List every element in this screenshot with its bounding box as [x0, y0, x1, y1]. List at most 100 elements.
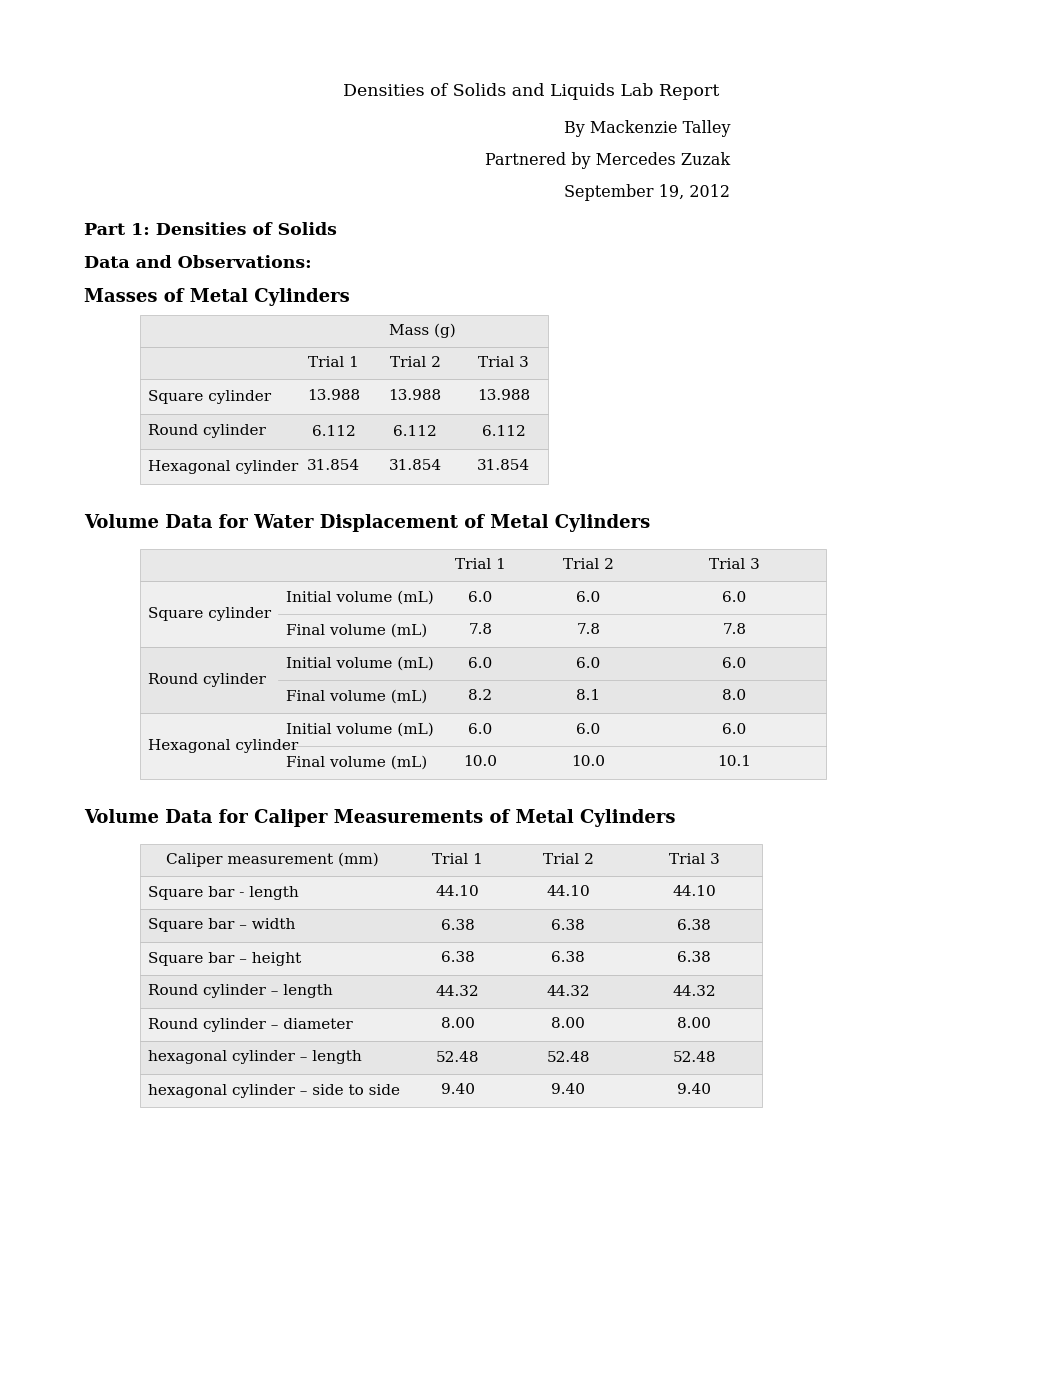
Text: 9.40: 9.40: [441, 1084, 475, 1097]
Text: Trial 1: Trial 1: [455, 558, 506, 571]
Text: 6.0: 6.0: [577, 591, 601, 605]
Text: Initial volume (mL): Initial volume (mL): [286, 723, 433, 737]
Bar: [140, 581, 826, 647]
Text: Partnered by Mercedes Zuzak: Partnered by Mercedes Zuzak: [485, 151, 730, 169]
Text: By Mackenzie Talley: By Mackenzie Talley: [564, 120, 730, 136]
Text: 6.38: 6.38: [551, 952, 585, 965]
Text: 10.0: 10.0: [463, 756, 497, 770]
Text: Mass (g): Mass (g): [389, 324, 456, 339]
Text: Data and Observations:: Data and Observations:: [84, 255, 311, 273]
Text: 9.40: 9.40: [551, 1084, 585, 1097]
Text: 6.0: 6.0: [577, 657, 601, 671]
Text: September 19, 2012: September 19, 2012: [564, 185, 730, 201]
Bar: [140, 414, 548, 449]
Text: Square bar – height: Square bar – height: [148, 952, 302, 965]
Bar: [140, 942, 763, 975]
Bar: [140, 449, 548, 483]
Bar: [140, 1008, 763, 1041]
Text: 44.10: 44.10: [435, 885, 479, 899]
Text: 13.988: 13.988: [389, 390, 442, 403]
Text: Round cylinder: Round cylinder: [148, 424, 266, 438]
Text: 6.0: 6.0: [722, 657, 747, 671]
Text: hexagonal cylinder – side to side: hexagonal cylinder – side to side: [148, 1084, 400, 1097]
Text: 44.10: 44.10: [546, 885, 589, 899]
Text: 6.112: 6.112: [482, 424, 526, 438]
Text: 6.0: 6.0: [468, 591, 493, 605]
Text: Volume Data for Water Displacement of Metal Cylinders: Volume Data for Water Displacement of Me…: [84, 514, 650, 532]
Text: 52.48: 52.48: [546, 1051, 589, 1064]
Text: Round cylinder: Round cylinder: [148, 673, 266, 687]
Text: 7.8: 7.8: [722, 624, 747, 638]
Text: 6.38: 6.38: [441, 918, 475, 932]
Text: 7.8: 7.8: [468, 624, 493, 638]
Text: Round cylinder – diameter: Round cylinder – diameter: [148, 1018, 353, 1031]
Bar: [140, 1041, 763, 1074]
Text: 8.00: 8.00: [441, 1018, 475, 1031]
Text: Square bar – width: Square bar – width: [148, 918, 295, 932]
Text: 31.854: 31.854: [477, 460, 530, 474]
Text: 6.112: 6.112: [393, 424, 436, 438]
Text: 8.1: 8.1: [577, 690, 601, 704]
Text: Trial 3: Trial 3: [478, 357, 529, 370]
Text: 6.0: 6.0: [722, 723, 747, 737]
Bar: [140, 975, 763, 1008]
Text: Round cylinder – length: Round cylinder – length: [148, 985, 332, 998]
Text: 6.38: 6.38: [678, 952, 710, 965]
Text: Trial 2: Trial 2: [543, 852, 594, 868]
Text: Caliper measurement (mm): Caliper measurement (mm): [166, 852, 379, 868]
Text: 31.854: 31.854: [389, 460, 442, 474]
Text: Final volume (mL): Final volume (mL): [286, 624, 427, 638]
Text: Trial 2: Trial 2: [390, 357, 441, 370]
Text: 6.0: 6.0: [577, 723, 601, 737]
Text: Part 1: Densities of Solids: Part 1: Densities of Solids: [84, 222, 337, 240]
Text: 44.32: 44.32: [672, 985, 716, 998]
Text: Trial 2: Trial 2: [563, 558, 614, 571]
Text: 8.0: 8.0: [722, 690, 747, 704]
Text: Trial 1: Trial 1: [432, 852, 483, 868]
Text: 44.10: 44.10: [672, 885, 716, 899]
Text: 10.1: 10.1: [718, 756, 752, 770]
Bar: [140, 876, 763, 909]
Text: Square cylinder: Square cylinder: [148, 390, 271, 403]
Bar: [140, 713, 826, 779]
Text: Final volume (mL): Final volume (mL): [286, 690, 427, 704]
Text: 6.112: 6.112: [311, 424, 356, 438]
Text: Initial volume (mL): Initial volume (mL): [286, 591, 433, 605]
Bar: [140, 347, 548, 379]
Text: 6.0: 6.0: [722, 591, 747, 605]
Text: 44.32: 44.32: [546, 985, 589, 998]
Text: Trial 1: Trial 1: [308, 357, 359, 370]
Text: Trial 3: Trial 3: [669, 852, 719, 868]
Text: Square cylinder: Square cylinder: [148, 607, 271, 621]
Text: Hexagonal cylinder: Hexagonal cylinder: [148, 739, 298, 753]
Text: 8.2: 8.2: [468, 690, 493, 704]
Text: hexagonal cylinder – length: hexagonal cylinder – length: [148, 1051, 362, 1064]
Bar: [140, 1074, 763, 1107]
Text: 13.988: 13.988: [477, 390, 530, 403]
Bar: [140, 315, 548, 347]
Bar: [140, 909, 763, 942]
Text: 8.00: 8.00: [551, 1018, 585, 1031]
Text: 6.0: 6.0: [468, 723, 493, 737]
Text: 52.48: 52.48: [672, 1051, 716, 1064]
Text: 44.32: 44.32: [435, 985, 479, 998]
Bar: [140, 379, 548, 414]
Text: Masses of Metal Cylinders: Masses of Metal Cylinders: [84, 288, 349, 306]
Text: Trial 3: Trial 3: [709, 558, 760, 571]
Text: 8.00: 8.00: [678, 1018, 710, 1031]
Bar: [140, 844, 763, 876]
Text: Square bar - length: Square bar - length: [148, 885, 298, 899]
Text: Final volume (mL): Final volume (mL): [286, 756, 427, 770]
Text: 6.38: 6.38: [441, 952, 475, 965]
Text: Hexagonal cylinder: Hexagonal cylinder: [148, 460, 298, 474]
Text: 6.38: 6.38: [678, 918, 710, 932]
Text: Densities of Solids and Liquids Lab Report: Densities of Solids and Liquids Lab Repo…: [343, 83, 719, 101]
Text: 7.8: 7.8: [577, 624, 600, 638]
Text: 9.40: 9.40: [676, 1084, 710, 1097]
Text: 6.0: 6.0: [468, 657, 493, 671]
Bar: [140, 549, 826, 581]
Text: 6.38: 6.38: [551, 918, 585, 932]
Bar: [140, 647, 826, 713]
Text: 31.854: 31.854: [307, 460, 360, 474]
Text: Volume Data for Caliper Measurements of Metal Cylinders: Volume Data for Caliper Measurements of …: [84, 810, 675, 828]
